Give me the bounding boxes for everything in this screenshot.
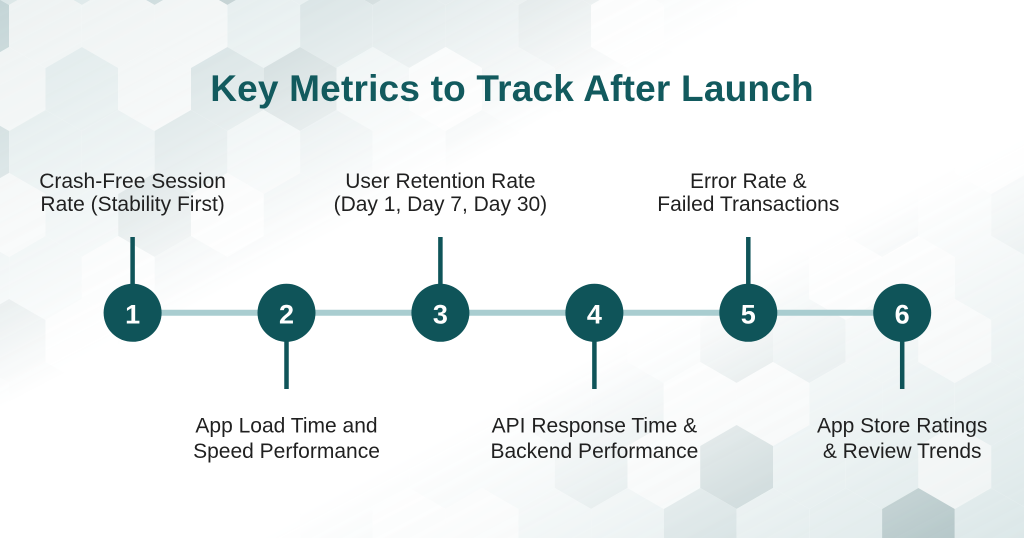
svg-text:6: 6 (895, 300, 910, 330)
svg-text:Crash-Free Session: Crash-Free Session (39, 170, 226, 193)
svg-text:1: 1 (125, 300, 140, 330)
svg-text:4: 4 (587, 300, 602, 330)
svg-text:Backend Performance: Backend Performance (491, 440, 699, 463)
svg-text:Speed Performance: Speed Performance (193, 440, 380, 463)
svg-text:3: 3 (433, 300, 448, 330)
svg-text:App Store Ratings: App Store Ratings (817, 414, 987, 437)
svg-text:(Day 1, Day 7, Day 30): (Day 1, Day 7, Day 30) (334, 193, 548, 216)
svg-text:Error Rate &: Error Rate & (690, 170, 807, 193)
svg-text:5: 5 (741, 300, 756, 330)
svg-text:Failed Transactions: Failed Transactions (657, 193, 839, 216)
svg-text:2: 2 (279, 300, 294, 330)
svg-text:App Load Time and: App Load Time and (195, 414, 377, 437)
svg-text:API Response Time &: API Response Time & (492, 414, 697, 437)
svg-text:User Retention Rate: User Retention Rate (345, 170, 535, 193)
svg-text:Rate (Stability First): Rate (Stability First) (40, 193, 224, 216)
svg-text:& Review Trends: & Review Trends (823, 440, 982, 463)
